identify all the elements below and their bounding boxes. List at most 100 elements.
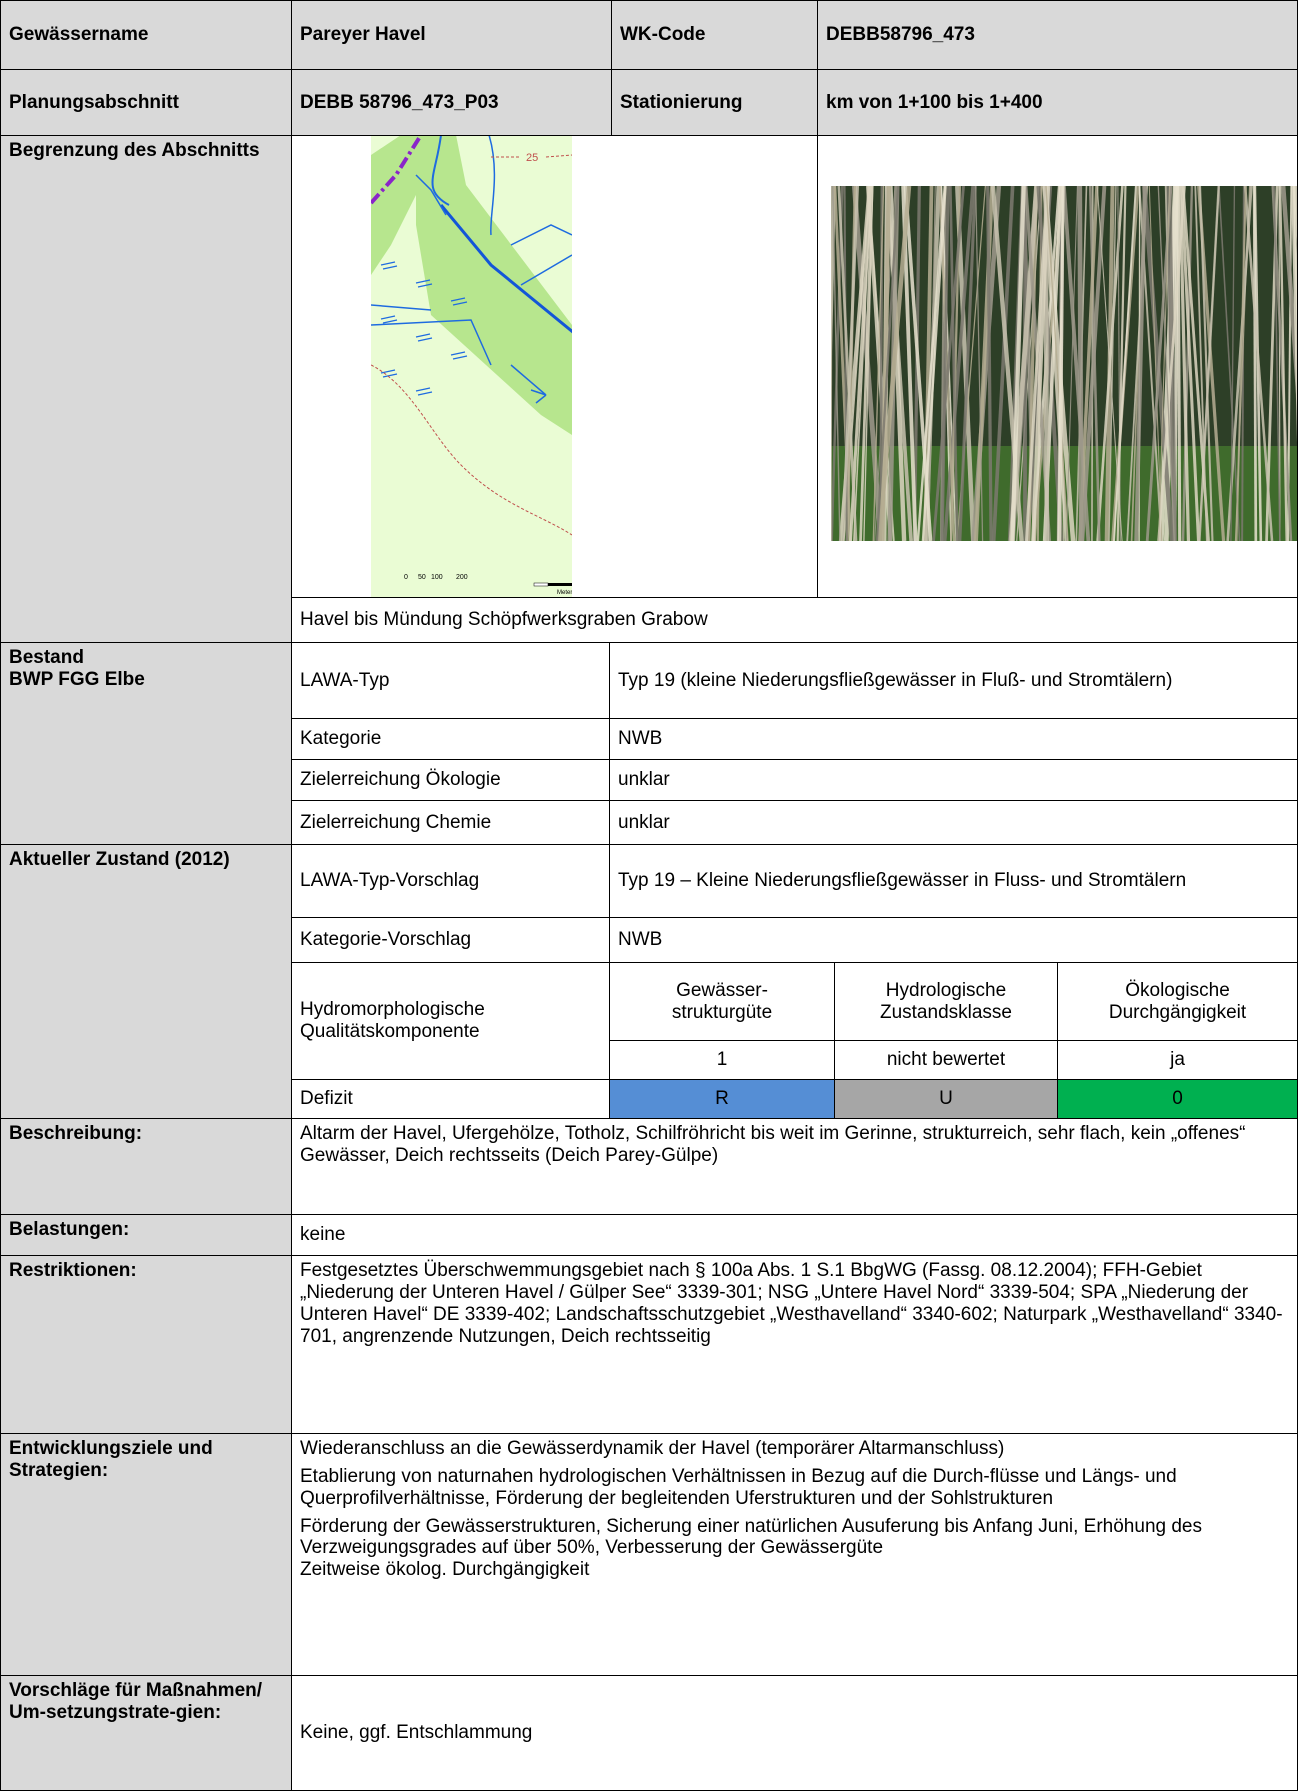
cell-text: ja bbox=[1170, 1049, 1185, 1071]
reed bbox=[990, 186, 1024, 541]
reed bbox=[872, 186, 885, 541]
reed bbox=[1273, 186, 1281, 541]
wetland-symbol bbox=[415, 279, 433, 288]
wetland-symbol bbox=[415, 387, 433, 396]
paragraph: Keine, ggf. Entschlammung bbox=[300, 1722, 533, 1744]
sub-value: NWB bbox=[609, 917, 1298, 963]
cell-text: unklar bbox=[618, 769, 670, 791]
photo bbox=[831, 186, 1297, 541]
sub-value: Typ 19 – Kleine Niederungsfließgewässer … bbox=[609, 844, 1298, 918]
sub-value: NWB bbox=[609, 718, 1298, 760]
cell-text: Bestand BWP FGG Elbe bbox=[9, 647, 145, 690]
section-text: Altarm der Havel, Ufergehölze, Totholz, … bbox=[291, 1118, 1298, 1215]
paragraphs: Keine, ggf. Entschlammung bbox=[300, 1722, 532, 1744]
cell-text: DEBB58796_473 bbox=[826, 24, 975, 46]
reed bbox=[1045, 186, 1069, 541]
reed bbox=[1116, 186, 1127, 541]
sub-label: Defizit bbox=[291, 1079, 610, 1119]
reed bbox=[1031, 186, 1051, 541]
reed bbox=[863, 186, 874, 541]
reed bbox=[831, 186, 836, 395]
cell-text: Pareyer Havel bbox=[300, 24, 426, 46]
floodplain bbox=[416, 136, 572, 435]
sub-label: Kategorie bbox=[291, 718, 610, 760]
paragraph: Wiederanschluss an die Gewässerdynamik d… bbox=[300, 1438, 1005, 1459]
reed bbox=[1230, 186, 1236, 541]
reed bbox=[1252, 186, 1258, 541]
reed bbox=[1278, 186, 1281, 541]
paragraphs: Festgesetztes Überschwemmungsgebiet nach… bbox=[300, 1260, 1289, 1347]
reed bbox=[1181, 186, 1194, 541]
reed bbox=[1198, 186, 1214, 541]
wetland-symbol bbox=[450, 297, 468, 306]
photo-cell bbox=[817, 135, 1298, 598]
reed bbox=[986, 186, 993, 541]
cell-text: U bbox=[939, 1088, 953, 1110]
reed bbox=[1157, 186, 1186, 541]
cell-text: Restriktionen: bbox=[9, 1260, 137, 1281]
reed bbox=[1235, 186, 1247, 541]
paragraphs: keine bbox=[300, 1224, 345, 1246]
cell-text: NWB bbox=[618, 728, 663, 750]
flow-arrow bbox=[510, 364, 547, 404]
cell-text: unklar bbox=[618, 811, 670, 833]
wetland-symbol bbox=[380, 261, 398, 270]
row-label: Belastungen: bbox=[0, 1214, 292, 1256]
deficit-value: R bbox=[609, 1079, 835, 1119]
scale-unit: Meter bbox=[557, 590, 572, 596]
cell-text: Kategorie-Vorschlag bbox=[300, 929, 472, 951]
reed bbox=[943, 186, 975, 541]
reed bbox=[859, 186, 874, 541]
contour-label: 25 bbox=[526, 152, 538, 164]
header-label: Planungsabschnitt bbox=[0, 69, 292, 136]
cell-text: Gewässername bbox=[9, 24, 149, 46]
reed bbox=[837, 186, 858, 541]
scale-label: 100 bbox=[431, 574, 443, 581]
header-label: WK-Code bbox=[611, 0, 818, 70]
header-label: Gewässername bbox=[0, 0, 292, 70]
sub-label: Hydromorphologische Qualitätskomponente bbox=[291, 962, 610, 1080]
cell-text: Vorschläge für Maßnahmen/ Um-setzungstra… bbox=[9, 1680, 263, 1723]
hydro-header: Gewässer- strukturgüte bbox=[609, 962, 835, 1041]
reed bbox=[841, 186, 860, 541]
hydro-header: Ökologische Durchgängigkeit bbox=[1057, 962, 1298, 1041]
reed bbox=[1243, 186, 1274, 541]
cell-text: Entwicklungsziele und Strategien: bbox=[9, 1438, 213, 1481]
cell-text: Hydromorphologische Qualitätskomponente bbox=[300, 999, 485, 1042]
wetland-symbol bbox=[415, 333, 433, 342]
caption: Havel bis Mündung Schöpfwerksgraben Grab… bbox=[291, 597, 1298, 643]
river bbox=[439, 204, 572, 334]
row-label: Entwicklungsziele und Strategien: bbox=[0, 1433, 292, 1676]
reed bbox=[932, 186, 965, 541]
row-label: Bestand BWP FGG Elbe bbox=[0, 642, 292, 845]
reed bbox=[875, 186, 900, 541]
reed bbox=[916, 186, 947, 541]
cell-text: Typ 19 – Kleine Niederungsfließgewässer … bbox=[618, 870, 1187, 892]
section-text: Festgesetztes Überschwemmungsgebiet nach… bbox=[291, 1255, 1298, 1434]
cell-text: NWB bbox=[618, 929, 663, 951]
reed bbox=[832, 186, 841, 541]
header-label: Stationierung bbox=[611, 69, 818, 136]
cell-text: Hydrologische Zustandsklasse bbox=[879, 979, 1012, 1023]
reed bbox=[991, 186, 1015, 541]
sub-value: unklar bbox=[609, 759, 1298, 801]
reed bbox=[1080, 186, 1107, 541]
reed bbox=[1194, 186, 1208, 541]
cell-text: Belastungen: bbox=[9, 1219, 130, 1240]
map-cell: 25 0 50 100 200 Meter bbox=[291, 135, 818, 598]
contour bbox=[371, 364, 572, 536]
cell-text: Zielerreichung Ökologie bbox=[300, 769, 501, 791]
section-text: keine bbox=[291, 1214, 1298, 1256]
cell-text: LAWA-Typ bbox=[300, 669, 390, 691]
reed bbox=[1148, 186, 1163, 541]
wetland-symbol bbox=[380, 315, 398, 324]
header-value: Pareyer Havel bbox=[291, 0, 612, 70]
paragraph: Förderung der Gewässerstrukturen, Sicher… bbox=[300, 1515, 1202, 1559]
hydro-value: ja bbox=[1057, 1040, 1298, 1080]
sub-label: Zielerreichung Chemie bbox=[291, 800, 610, 845]
paragraph: Festgesetztes Überschwemmungsgebiet nach… bbox=[300, 1260, 1283, 1347]
paragraphs: Altarm der Havel, Ufergehölze, Totholz, … bbox=[300, 1123, 1289, 1167]
reed bbox=[877, 186, 912, 541]
sub-label: Zielerreichung Ökologie bbox=[291, 759, 610, 801]
